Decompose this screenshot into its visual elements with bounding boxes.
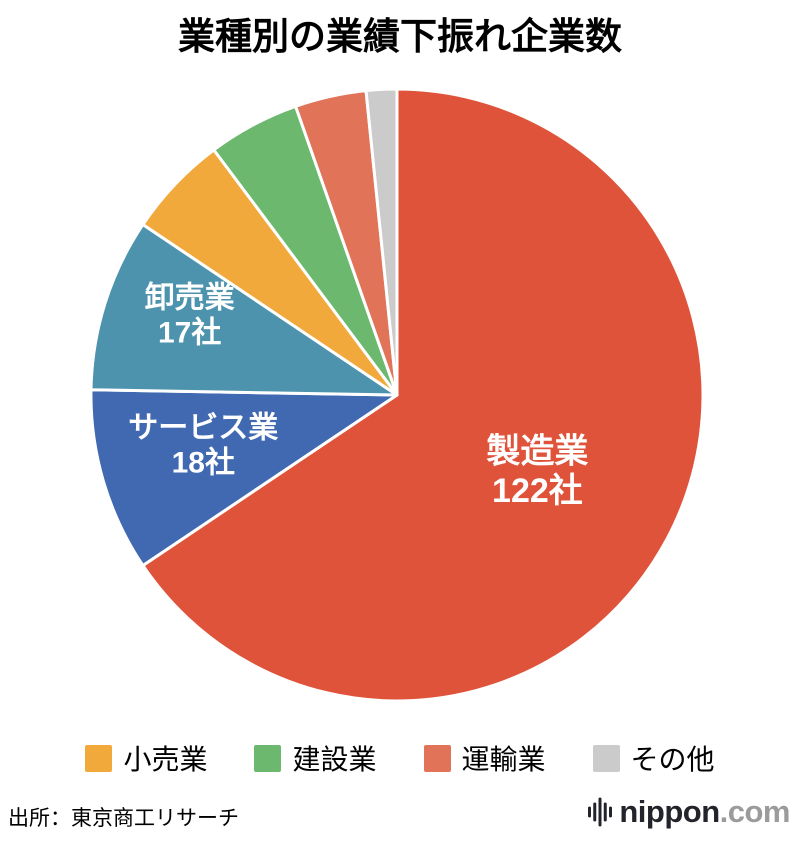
pie-slice-manufacturing — [141, 87, 705, 703]
chart-title: 業種別の業績下振れ企業数 — [178, 16, 622, 57]
chart-legend: 小売業 建設業 運輸業 その他 — [0, 738, 800, 778]
legend-label-construction: 建設業 — [292, 744, 377, 775]
source-note: 出所：東京商工リサーチ — [8, 807, 239, 830]
legend-item-transport: 運輸業 — [423, 738, 546, 778]
legend-swatch-construction — [254, 744, 282, 772]
pie-chart: 製造業 122社 サービス業 18社 卸売業 17社 — [89, 87, 705, 703]
logo-text: nippon.com — [619, 794, 790, 830]
legend-label-retail: 小売業 — [123, 744, 208, 775]
legend-swatch-transport — [423, 744, 451, 772]
legend-swatch-others — [592, 744, 620, 772]
slice-label-wholesale: 卸売業 17社 — [145, 281, 235, 349]
legend-swatch-retail — [85, 744, 113, 772]
slice-label-services: サービス業 18社 — [128, 412, 278, 480]
legend-item-others: その他 — [592, 738, 715, 778]
legend-item-retail: 小売業 — [85, 738, 207, 778]
slice-label-manufacturing: 製造業 122社 — [486, 432, 588, 510]
logo-brand: nippon — [619, 794, 720, 829]
legend-label-transport: 運輸業 — [461, 744, 546, 775]
pie-slice-others — [364, 87, 399, 397]
legend-item-construction: 建設業 — [254, 738, 377, 778]
legend-label-others: その他 — [630, 744, 715, 775]
soundwave-icon — [588, 797, 613, 827]
pie-slice-wholesale — [89, 223, 399, 397]
nippon-logo: nippon.com — [588, 794, 791, 830]
logo-tld: .com — [719, 794, 791, 829]
pie-slice-services — [89, 388, 399, 567]
